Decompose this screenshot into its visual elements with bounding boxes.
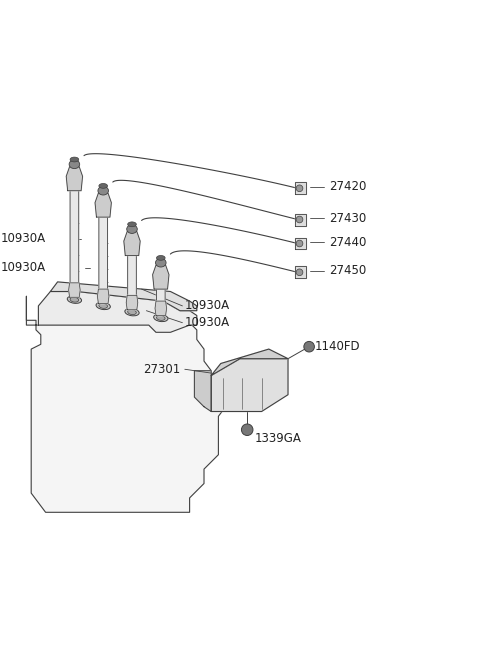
Polygon shape — [124, 231, 140, 255]
Ellipse shape — [70, 157, 79, 162]
Polygon shape — [295, 238, 306, 250]
Polygon shape — [126, 295, 138, 310]
Polygon shape — [99, 205, 108, 303]
Text: 1140FD: 1140FD — [314, 340, 360, 353]
Polygon shape — [128, 244, 136, 310]
Polygon shape — [155, 301, 167, 316]
Circle shape — [296, 216, 303, 223]
Polygon shape — [295, 214, 306, 225]
Ellipse shape — [70, 297, 79, 302]
Text: 10930A: 10930A — [185, 299, 230, 312]
Polygon shape — [97, 289, 109, 303]
Polygon shape — [70, 179, 79, 297]
Ellipse shape — [154, 314, 168, 322]
Polygon shape — [66, 167, 83, 191]
Ellipse shape — [156, 255, 165, 260]
Circle shape — [241, 424, 253, 436]
Polygon shape — [69, 283, 80, 297]
Polygon shape — [26, 296, 226, 512]
Text: 27430: 27430 — [329, 212, 366, 225]
Ellipse shape — [128, 222, 136, 227]
Text: 10930A: 10930A — [185, 316, 230, 329]
Text: 10930A: 10930A — [0, 261, 46, 274]
Ellipse shape — [156, 258, 166, 267]
Ellipse shape — [128, 310, 136, 314]
Ellipse shape — [99, 303, 108, 309]
Polygon shape — [194, 371, 211, 411]
Polygon shape — [156, 277, 165, 316]
Polygon shape — [211, 359, 288, 411]
Ellipse shape — [98, 187, 108, 195]
Ellipse shape — [156, 316, 165, 320]
Ellipse shape — [127, 225, 137, 233]
Ellipse shape — [125, 309, 139, 316]
Polygon shape — [295, 182, 306, 195]
Text: 1339GA: 1339GA — [254, 432, 301, 445]
Polygon shape — [95, 193, 111, 217]
Ellipse shape — [96, 302, 110, 310]
Text: 10930A: 10930A — [0, 233, 46, 245]
Circle shape — [304, 341, 314, 352]
Ellipse shape — [67, 296, 82, 303]
Circle shape — [296, 240, 303, 247]
Ellipse shape — [99, 183, 108, 188]
Circle shape — [296, 269, 303, 276]
Text: 27440: 27440 — [329, 236, 366, 248]
Text: 27301: 27301 — [143, 363, 180, 376]
Polygon shape — [50, 282, 197, 310]
Ellipse shape — [69, 160, 80, 168]
Polygon shape — [211, 349, 288, 375]
Circle shape — [296, 185, 303, 192]
Text: 27450: 27450 — [329, 265, 366, 277]
Text: 27420: 27420 — [329, 180, 366, 193]
Polygon shape — [295, 267, 306, 278]
Polygon shape — [153, 265, 169, 289]
Polygon shape — [38, 291, 197, 332]
